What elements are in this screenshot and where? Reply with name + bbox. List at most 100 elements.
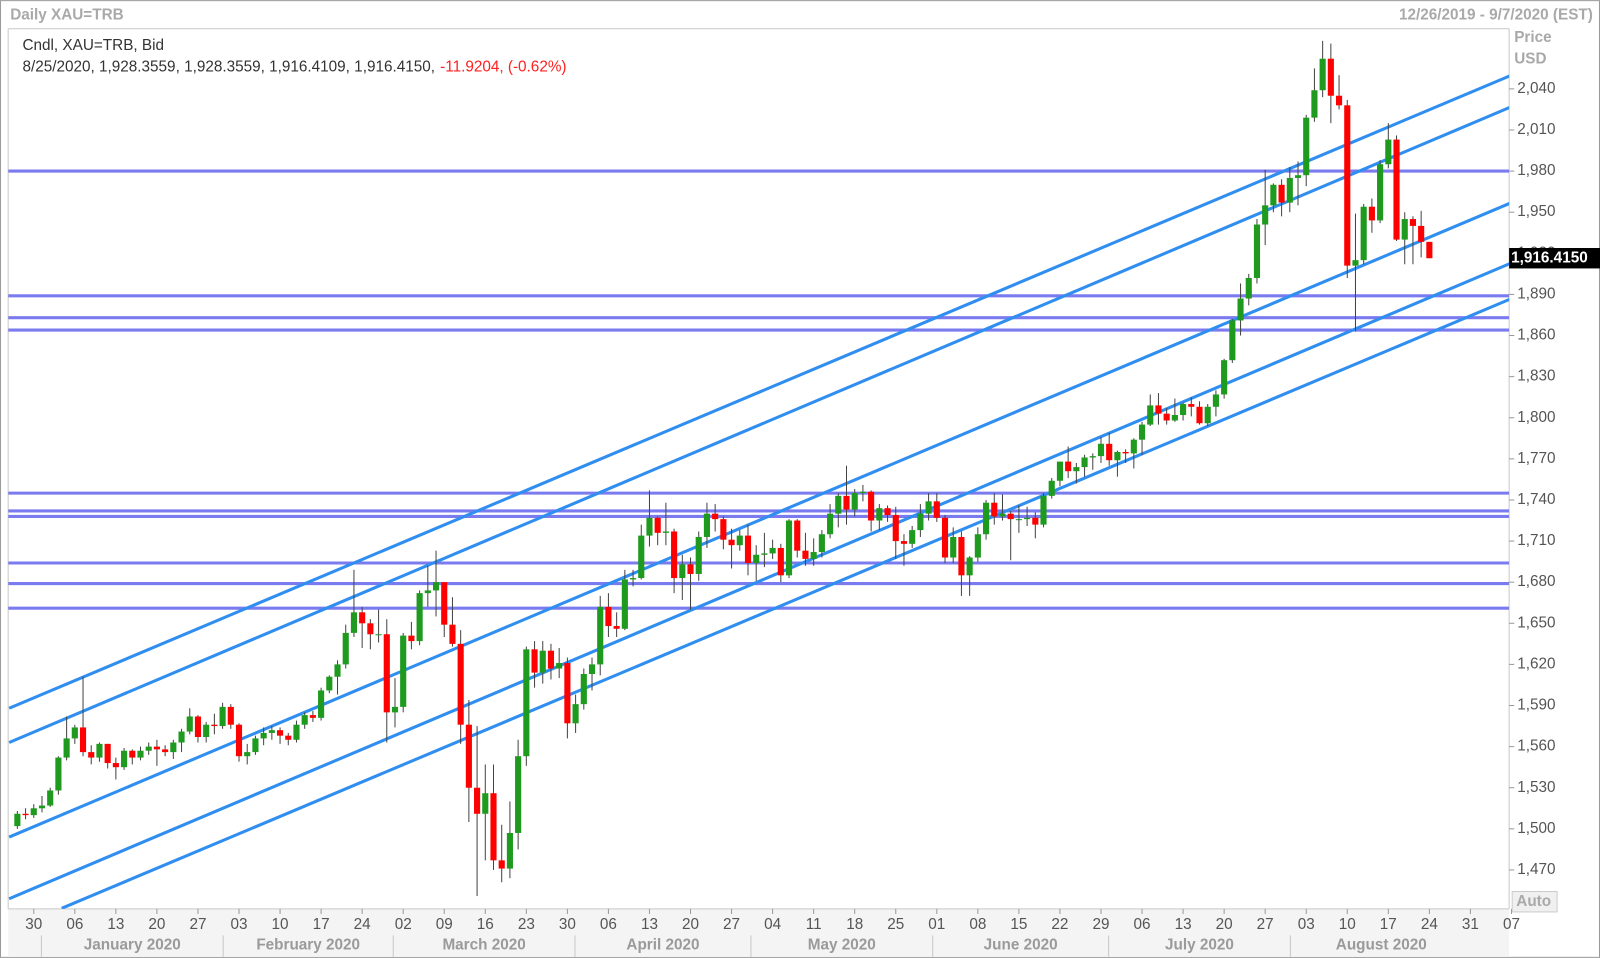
candle-body — [1327, 58, 1334, 96]
candle-body — [219, 706, 226, 727]
candle-body — [293, 724, 300, 740]
candle-body — [1089, 456, 1096, 458]
candle-body — [1344, 105, 1351, 266]
candle-body — [457, 643, 464, 725]
candle-body — [129, 750, 136, 758]
candle-body — [818, 534, 825, 553]
candle-body — [933, 501, 940, 518]
candle-body — [350, 612, 358, 633]
candle-body — [1221, 360, 1228, 395]
candle-body — [244, 752, 251, 757]
candle-body — [47, 790, 54, 806]
y-tick-label: 1,950 — [1517, 203, 1555, 220]
candle-body — [1155, 405, 1162, 414]
legend-title: Cndl, XAU=TRB, Bid — [22, 37, 164, 54]
candle-body — [950, 536, 957, 558]
candle-body — [1171, 415, 1178, 421]
month-label: May 2020 — [808, 937, 876, 954]
candle-body — [178, 731, 185, 743]
candle-body — [211, 724, 218, 727]
candle-body — [88, 752, 95, 758]
candle-body — [671, 531, 678, 579]
candle-body — [621, 579, 628, 629]
month-label: July 2020 — [1165, 937, 1234, 954]
candle-body — [958, 536, 965, 576]
scale-mode-box[interactable] — [1511, 890, 1558, 913]
y-tick-label: 1,560 — [1517, 738, 1555, 755]
candle-body — [121, 750, 128, 768]
candle-body — [720, 519, 727, 540]
candle-body — [1032, 517, 1039, 525]
candle-body — [1122, 452, 1129, 454]
candle-body — [1360, 206, 1367, 261]
candle-body — [1409, 219, 1417, 226]
legend-change: -11.9204, (-0.62%) — [440, 59, 566, 76]
x-tick-label: 13 — [641, 916, 658, 933]
y-tick-label: 1,620 — [1517, 655, 1555, 672]
candle-body — [1352, 260, 1359, 266]
candle-body — [38, 805, 46, 809]
candle-body — [1007, 513, 1014, 520]
candle-body — [638, 535, 645, 579]
candle-body — [605, 606, 612, 627]
x-tick-label: 08 — [969, 916, 986, 933]
candle-body — [326, 676, 333, 691]
candle-body — [827, 513, 834, 535]
candle-body — [654, 517, 661, 533]
candle-body — [859, 491, 866, 494]
last-price-label: 1,916.4150 — [1511, 249, 1588, 266]
legend-info: 8/25/2020, 1,928.3559, 1,928.3559, 1,916… — [22, 59, 566, 76]
y-axis-unit: USD — [1514, 50, 1546, 67]
x-tick-label: 27 — [189, 916, 206, 933]
month-label: April 2020 — [626, 937, 699, 954]
candle-body — [252, 738, 259, 753]
candle-body — [1286, 177, 1293, 203]
candle-body — [1385, 139, 1392, 165]
candle-body — [884, 508, 891, 516]
candle-body — [695, 536, 702, 574]
trend-line — [8, 74, 1510, 710]
candle-body — [991, 502, 998, 517]
candle-body — [728, 539, 735, 546]
candle-body — [687, 564, 694, 574]
candle-body — [925, 501, 932, 514]
candle-body — [515, 756, 522, 833]
x-tick-label: 17 — [313, 916, 330, 933]
x-tick-label: 30 — [559, 916, 576, 933]
candle-body — [408, 635, 415, 642]
x-tick-label: 06 — [600, 916, 617, 933]
x-tick-label: 07 — [1503, 916, 1520, 933]
y-tick-label: 1,680 — [1517, 573, 1555, 590]
candle-body — [137, 750, 144, 758]
candle-body — [917, 513, 924, 531]
candle-body — [761, 553, 768, 555]
y-axis-title: Price — [1514, 29, 1551, 46]
scale-mode[interactable]: Auto — [1516, 893, 1551, 910]
x-tick-label: 30 — [25, 916, 42, 933]
candle-body — [367, 623, 374, 635]
y-tick-label: 1,800 — [1517, 409, 1555, 426]
candle-body — [1130, 439, 1137, 454]
x-tick-label: 27 — [1257, 916, 1274, 933]
candle-body — [1253, 224, 1261, 278]
month-label: August 2020 — [1336, 937, 1427, 954]
candle-body — [1015, 519, 1022, 521]
y-tick-label: 1,740 — [1517, 491, 1555, 508]
candle-body — [613, 626, 620, 629]
candle-body — [55, 757, 62, 791]
candle-body — [1335, 95, 1343, 106]
candle-body — [1056, 461, 1064, 481]
candle-body — [1024, 517, 1031, 520]
candle-body — [359, 612, 366, 624]
x-tick-label: 31 — [1462, 916, 1479, 933]
candle-body — [703, 513, 711, 537]
candle-body — [145, 746, 152, 751]
y-tick-label: 1,830 — [1517, 368, 1555, 385]
candle-body — [79, 727, 87, 753]
candle-body — [1311, 90, 1318, 118]
candle-body — [1303, 117, 1310, 176]
candle-body — [1040, 495, 1047, 525]
candle-body — [474, 787, 481, 814]
candle-body — [203, 724, 210, 738]
candle-body — [1188, 404, 1195, 407]
